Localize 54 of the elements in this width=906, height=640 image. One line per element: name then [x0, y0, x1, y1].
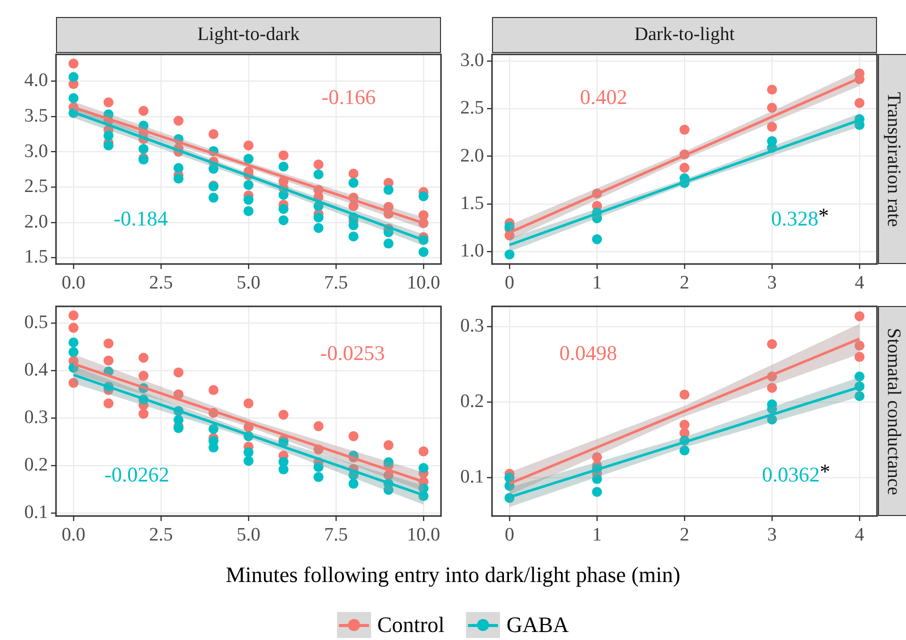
x-tick-label: 2 [680, 524, 690, 546]
y-tick-label: 1.5 [24, 246, 48, 268]
y-tick-label: 0.3 [460, 316, 484, 337]
y-tick-label: 2.0 [460, 145, 484, 166]
x-tick-label: 3 [767, 272, 777, 294]
y-tick-label: 3.5 [24, 105, 48, 126]
annotation: -0.0262 [104, 462, 170, 487]
x-tick-label: 2.5 [149, 272, 173, 294]
y-tick-label: 4.0 [24, 70, 48, 92]
annotation: 0.0362* [762, 460, 830, 487]
y-tick-label: 1.0 [460, 240, 484, 262]
y-tick-label: 0.4 [24, 360, 48, 381]
y-tick-label: 1.5 [460, 192, 484, 214]
x-tick-label: 0 [504, 524, 514, 546]
y-tick-label: 0.5 [24, 312, 48, 334]
annotation: -0.0253 [320, 341, 385, 366]
chart-title: Dark-to-light [492, 17, 877, 54]
annotation: 0.402 [580, 84, 628, 109]
annotation: 0.0498 [559, 341, 618, 366]
x-tick-label: 7.5 [324, 524, 348, 546]
y-tick-label: 2.0 [24, 211, 48, 232]
legend-label: GABA [506, 612, 569, 638]
y-tick-label: 3.0 [24, 140, 48, 162]
x-tick-label: 4 [854, 524, 865, 546]
y-tick-label: 0.3 [24, 407, 48, 428]
x-tick-label: 1 [592, 524, 602, 546]
x-tick-label: 1 [592, 272, 602, 294]
x-tick-label: 2.5 [149, 524, 173, 546]
annotation: -0.166 [321, 84, 376, 109]
x-tick-label: 2 [680, 272, 690, 294]
x-tick-label: 7.5 [324, 272, 348, 294]
y-tick-label: 0.1 [460, 466, 484, 488]
x-tick-label: 5.0 [236, 272, 260, 294]
x-tick-label: 10.0 [406, 524, 440, 546]
y-tick-label: 2.5 [24, 176, 48, 198]
y-tick-label: 0.1 [24, 502, 48, 524]
y-tick-label: 0.2 [460, 391, 484, 412]
legend-label: Control [377, 612, 444, 638]
y2-axis-title: Transpiration rate [878, 54, 906, 264]
x-tick-label: 4 [854, 272, 865, 294]
y-tick-label: 3.0 [460, 50, 484, 72]
x-tick-label: 3 [767, 524, 777, 546]
x-tick-label: 0.0 [62, 524, 86, 546]
chart-title: Light-to-dark [56, 17, 441, 54]
x-tick-label: 0 [504, 272, 514, 294]
y2-axis-title: Stomatal conductance [878, 306, 906, 516]
x-tick-label: 0.0 [62, 272, 86, 294]
x-tick-label: 10.0 [406, 272, 440, 294]
x-tick-label: 5.0 [236, 524, 260, 546]
y-tick-label: 2.5 [460, 98, 484, 119]
y-tick-label: 0.2 [24, 454, 48, 476]
annotation: 0.328* [771, 204, 829, 230]
x-axis-title: Minutes following entry into dark/light phase (min) [224, 562, 682, 588]
annotation: -0.184 [114, 206, 168, 230]
